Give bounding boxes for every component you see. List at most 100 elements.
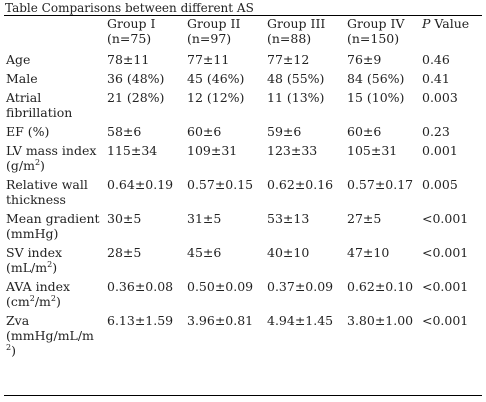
group-3-value: 123±33 (267, 143, 318, 158)
group-4-value: 0.57±0.17 (347, 177, 414, 192)
group-1-value: 0.36±0.08 (107, 279, 174, 294)
row-label: Male (4, 71, 105, 90)
p-value: 0.41 (422, 71, 450, 86)
row-label-text: thickness (6, 192, 66, 207)
row-label: Mean gradient (mmHg) (4, 211, 105, 245)
row-label: AVA index (cm2/m2) (4, 279, 105, 313)
row-label-text: fibrillation (6, 105, 73, 120)
row-label: Relative wall thickness (4, 177, 105, 211)
row-label: Zva (mmHg/mL/m 2) (4, 313, 105, 369)
top-rule (4, 15, 482, 16)
p-value: <0.001 (422, 279, 469, 294)
table-caption: Table Comparisons between different AS (5, 1, 254, 15)
group-3-value: 77±12 (267, 52, 310, 67)
group-1-value: 21 (28%) (107, 90, 165, 105)
group-4-value: 15 (10%) (347, 90, 405, 105)
group-1-value: 36 (48%) (107, 71, 165, 86)
row-label-text: SV index (6, 245, 63, 260)
group-1-value: 30±5 (107, 211, 142, 226)
p-value: 0.46 (422, 52, 450, 67)
header-group-2-n: (n=97) (187, 31, 232, 46)
group-1-value: 115±34 (107, 143, 158, 158)
header-group-1-n: (n=75) (107, 31, 152, 46)
table-row: EF (%) 58±6 60±6 59±6 60±6 0.23 (4, 124, 482, 143)
p-value: <0.001 (422, 313, 469, 328)
row-label-text: Relative wall (6, 177, 88, 192)
row-label-text: ) (52, 260, 58, 275)
row-label-superscript: 2 (47, 259, 53, 269)
row-label: Age (4, 52, 105, 71)
group-4-value: 0.62±0.10 (347, 279, 414, 294)
group-4-value: 47±10 (347, 245, 390, 260)
header-group-1: Group I (n=75) (105, 16, 185, 52)
header-p-value: P Value (420, 16, 482, 52)
row-label-superscript: 2 (29, 293, 35, 303)
p-value: 0.005 (422, 177, 458, 192)
group-2-value: 3.96±0.81 (187, 313, 254, 328)
table-row: Atrial fibrillation 21 (28%) 12 (12%) 11 (13… (4, 90, 482, 124)
group-3-value: 48 (55%) (267, 71, 325, 86)
group-3-value: 0.37±0.09 (267, 279, 334, 294)
row-label-text: (g/m (6, 158, 35, 173)
row-label: EF (%) (4, 124, 105, 143)
group-2-value: 45 (46%) (187, 71, 245, 86)
group-4-value: 27±5 (347, 211, 382, 226)
p-value: 0.23 (422, 124, 450, 139)
bottom-rule (4, 395, 482, 396)
row-label-text: /m (34, 294, 51, 309)
group-2-value: 0.57±0.15 (187, 177, 254, 192)
group-4-value: 76±9 (347, 52, 382, 67)
p-value: <0.001 (422, 211, 469, 226)
header-group-4-n: (n=150) (347, 31, 400, 46)
header-row: Group I (n=75) Group II (n=97) Group III (n… (4, 16, 482, 52)
group-1-value: 0.64±0.19 (107, 177, 174, 192)
row-label-text: ) (11, 343, 16, 358)
row-label-text: Zva (6, 313, 30, 328)
group-3-value: 40±10 (267, 245, 310, 260)
row-label-text: Male (6, 71, 38, 86)
table-row: Relative wall thickness 0.64±0.19 0.57±0.15… (4, 177, 482, 211)
row-label-text: (cm (6, 294, 30, 309)
group-3-value: 0.62±0.16 (267, 177, 334, 192)
p-value: 0.003 (422, 90, 458, 105)
row-label-text: AVA index (6, 279, 71, 294)
row-label-text: EF (%) (6, 124, 50, 139)
table-row: Male 36 (48%) 45 (46%) 48 (55%) 84 (56%) 0.41 (4, 71, 482, 90)
row-label: LV mass index (g/m2) (4, 143, 105, 177)
header-empty (4, 16, 105, 52)
row-label-text: (mmHg/mL/m (6, 328, 94, 343)
row-label-text: Atrial (6, 90, 42, 105)
group-4-value: 84 (56%) (347, 71, 405, 86)
group-3-value: 11 (13%) (267, 90, 325, 105)
group-2-value: 77±11 (187, 52, 230, 67)
group-1-value: 58±6 (107, 124, 142, 139)
row-label-superscript: 2 (34, 157, 41, 167)
header-group-1-name: Group I (107, 16, 156, 31)
group-2-value: 31±5 (187, 211, 222, 226)
header-group-3-name: Group III (267, 16, 326, 31)
comparison-table: Group I (n=75) Group II (n=97) Group III (n… (4, 16, 482, 369)
group-2-value: 109±31 (187, 143, 238, 158)
group-4-value: 60±6 (347, 124, 382, 139)
group-4-value: 3.80±1.00 (347, 313, 414, 328)
row-label: Atrial fibrillation (4, 90, 105, 124)
group-3-value: 59±6 (267, 124, 302, 139)
table-row: Mean gradient (mmHg) 30±5 31±5 53±13 27±5 <0.0… (4, 211, 482, 245)
header-group-4: Group IV (n=150) (345, 16, 420, 52)
row-label: SV index (mL/m2) (4, 245, 105, 279)
group-2-value: 12 (12%) (187, 90, 245, 105)
header-group-2: Group II (n=97) (185, 16, 265, 52)
header-group-3: Group III (n=88) (265, 16, 345, 52)
group-3-value: 53±13 (267, 211, 310, 226)
table-row: Age 78±11 77±11 77±12 76±9 0.46 (4, 52, 482, 71)
row-label-text: Age (6, 52, 31, 67)
table-row: SV index (mL/m2) 28±5 45±6 40±10 47±10 <0.001 (4, 245, 482, 279)
table-row: AVA index (cm2/m2) 0.36±0.08 0.50±0.09 0.37±… (4, 279, 482, 313)
group-3-value: 4.94±1.45 (267, 313, 334, 328)
row-label-text: (mL/m (6, 260, 48, 275)
p-value-label: Value (430, 16, 470, 31)
group-2-value: 45±6 (187, 245, 222, 260)
header-group-2-name: Group II (187, 16, 241, 31)
row-label-text: Mean gradient (6, 211, 100, 226)
row-label-text: ) (40, 158, 45, 173)
